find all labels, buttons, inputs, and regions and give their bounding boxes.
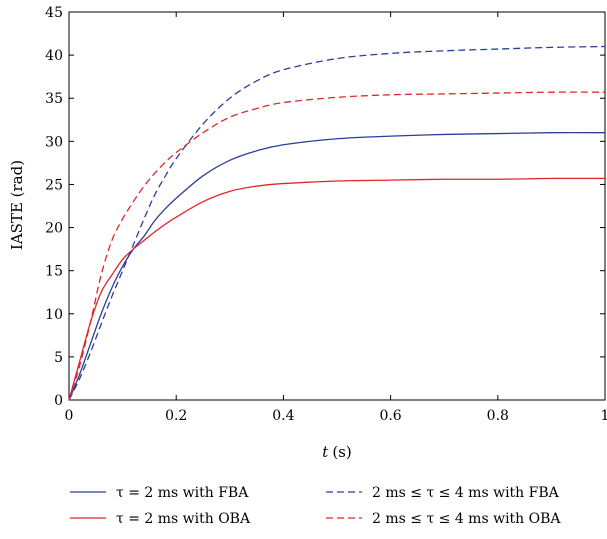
- y-tick-label: 5: [54, 350, 63, 366]
- y-tick-label: 10: [45, 307, 63, 323]
- series-line-1: [68, 131, 606, 401]
- y-tick-label: 45: [45, 5, 63, 21]
- series-lines: [68, 45, 606, 401]
- legend-label-2: τ = 2 ms with OBA: [116, 511, 251, 527]
- x-axis-label-symbol: t: [322, 443, 329, 461]
- series-line-3: [68, 45, 606, 401]
- x-axis-label: t (s): [322, 443, 351, 461]
- series-line-2: [68, 177, 606, 401]
- y-tick-label: 35: [45, 91, 63, 107]
- x-tick-label: 0.6: [379, 408, 401, 424]
- legend-label-1: τ = 2 ms with FBA: [116, 485, 249, 501]
- x-tick-label: 0.8: [487, 408, 509, 424]
- y-tick-label: 0: [54, 393, 63, 409]
- y-axis-label: IASTE (rad): [8, 160, 26, 250]
- y-tick-label: 25: [45, 177, 63, 193]
- y-tick-label: 30: [45, 134, 63, 150]
- x-axis-label-unit: (s): [332, 443, 351, 461]
- legend-label-4: 2 ms ≤ τ ≤ 4 ms with OBA: [372, 511, 561, 527]
- x-tick-label: 0.2: [165, 408, 187, 424]
- legend-label-3: 2 ms ≤ τ ≤ 4 ms with FBA: [372, 485, 560, 501]
- x-tick-label: 0.4: [272, 408, 294, 424]
- y-tick-label: 15: [45, 264, 63, 280]
- plot-frame: [68, 11, 606, 401]
- series-line-4: [68, 91, 606, 401]
- x-axis-ticks: 0 0.2 0.4 0.6 0.8 1: [65, 12, 607, 424]
- x-tick-label: 1: [601, 408, 607, 424]
- legend: τ = 2 ms with FBA τ = 2 ms with OBA 2 ms ≤…: [70, 485, 561, 527]
- plot-border: [68, 11, 606, 401]
- y-tick-label: 40: [45, 48, 63, 64]
- y-axis-ticks: 0 5 10 15 20 25 30 35 40 45: [45, 5, 605, 409]
- x-tick-label: 0: [65, 408, 74, 424]
- y-tick-label: 20: [45, 221, 63, 237]
